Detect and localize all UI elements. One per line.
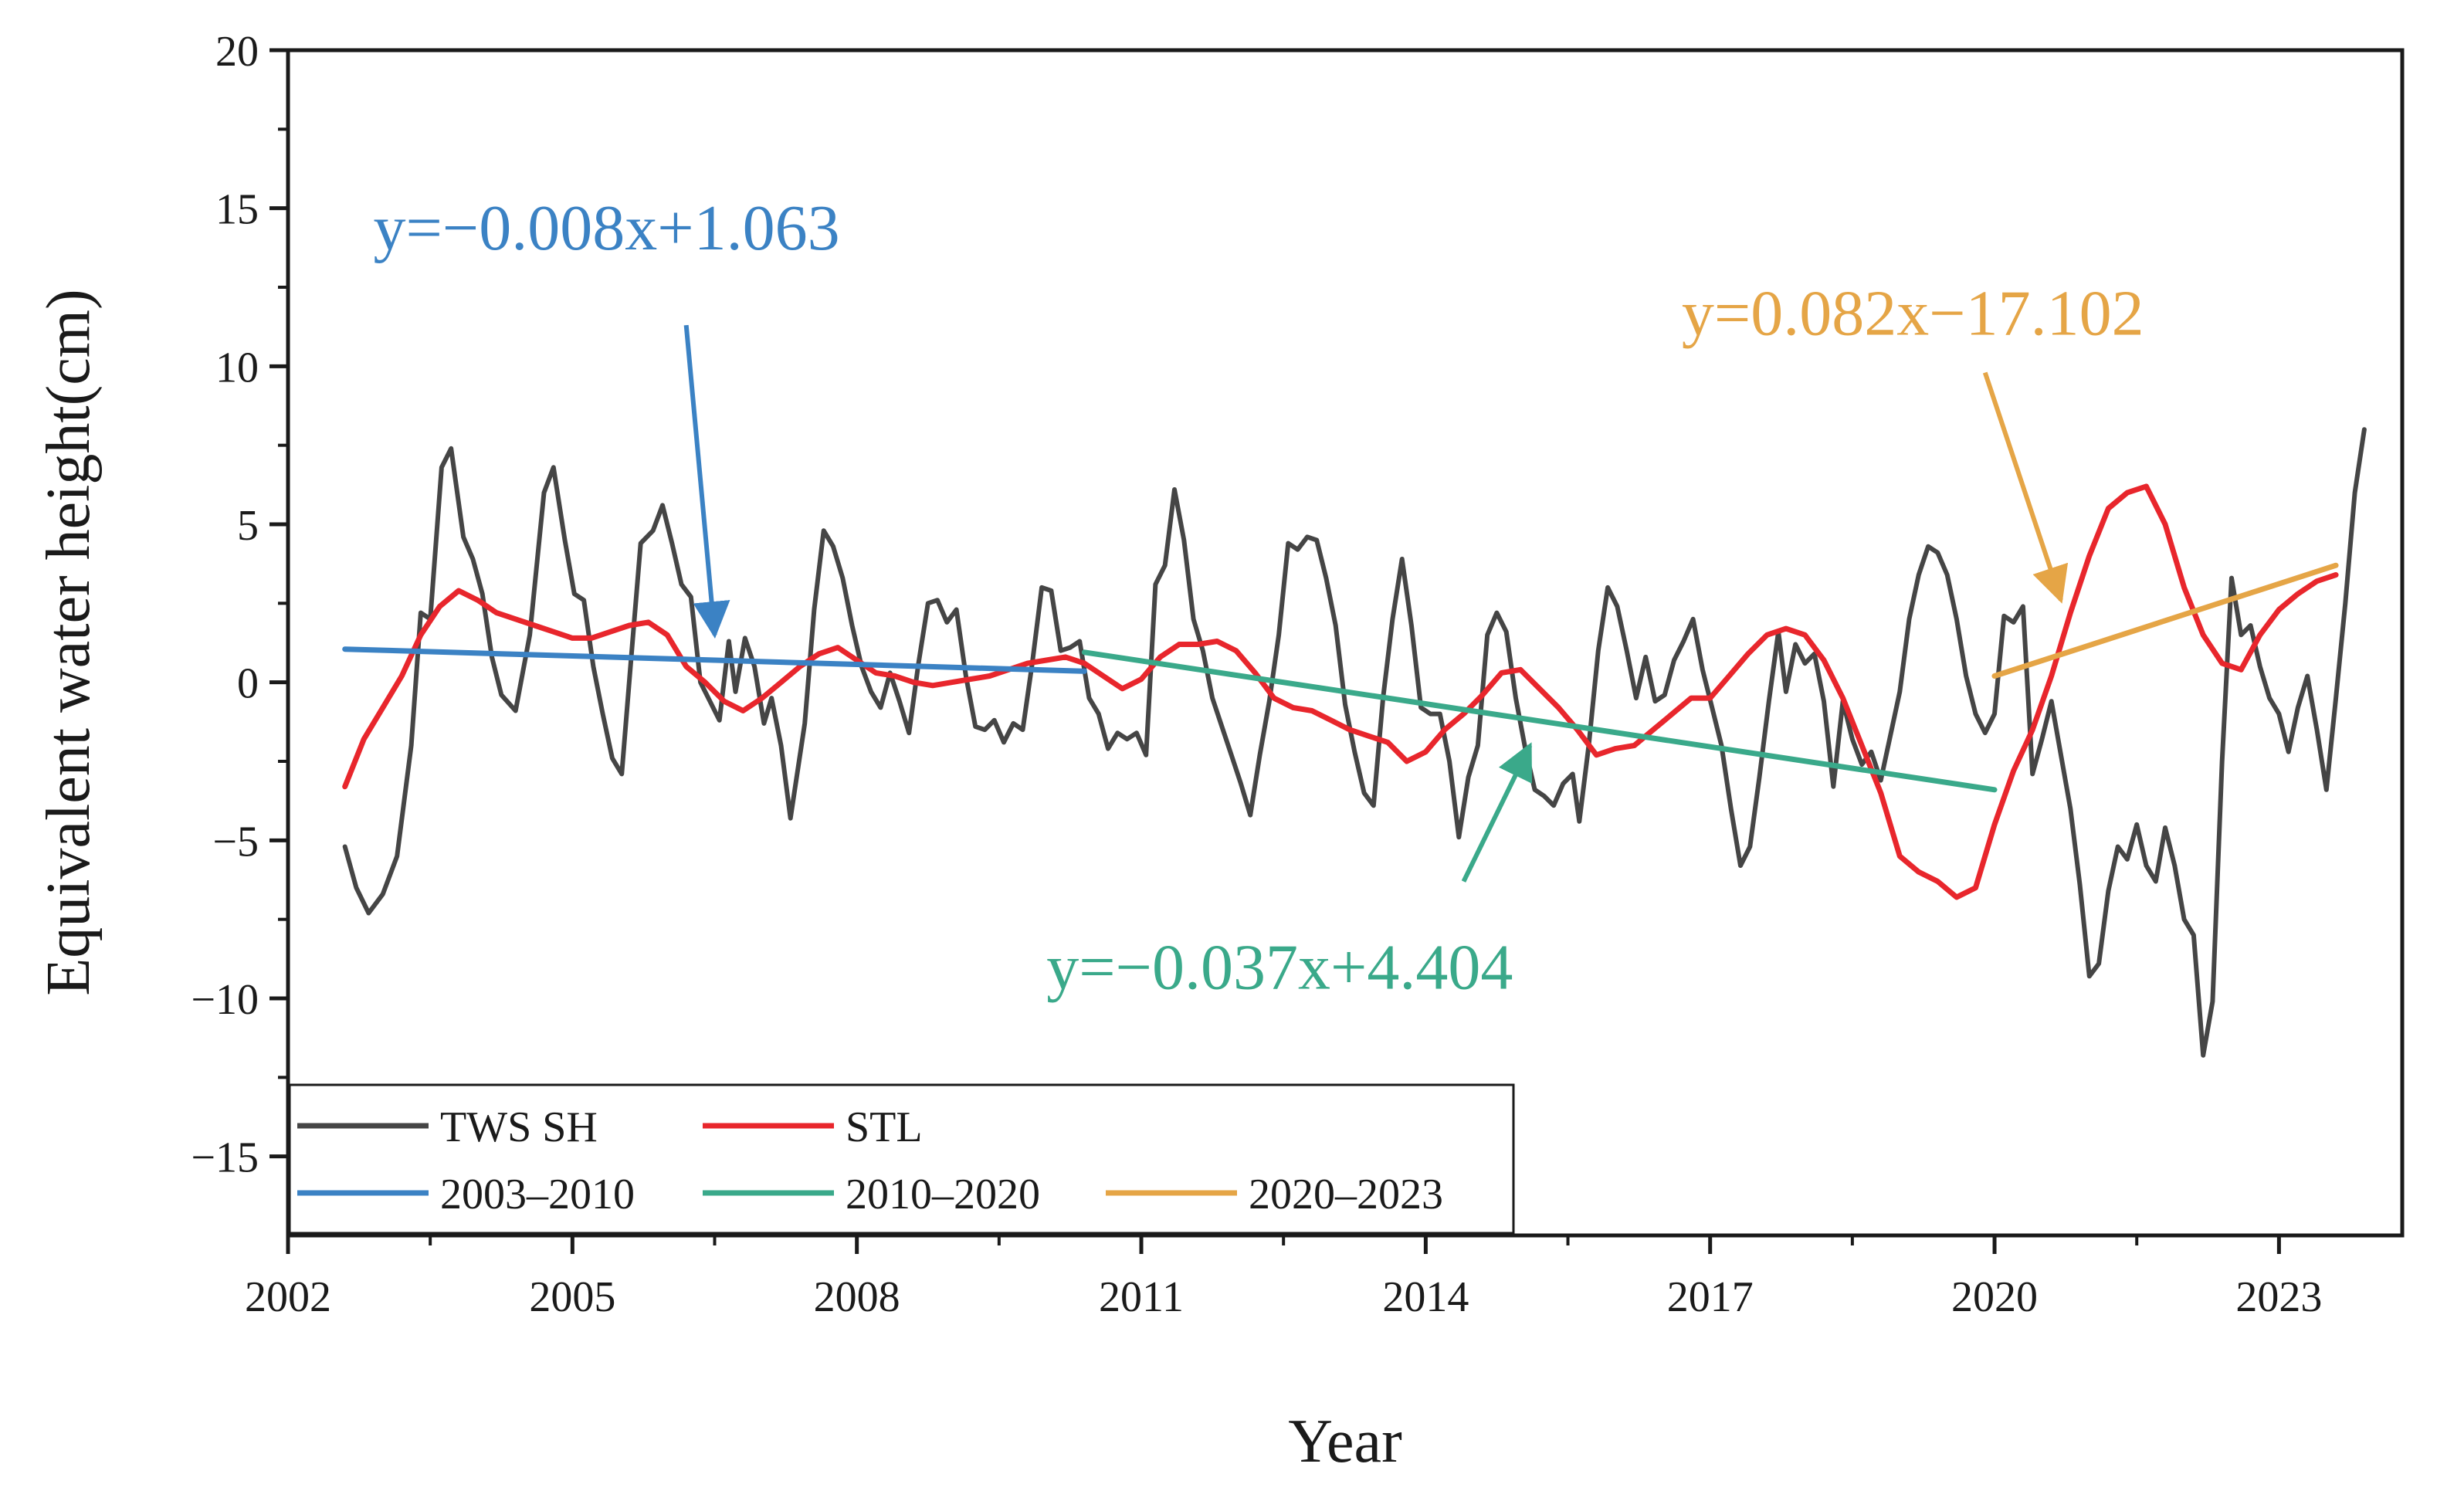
series-line-2010-2020 bbox=[1081, 649, 1998, 793]
legend-label-stl: STL bbox=[846, 1103, 923, 1151]
y-tick-label: −5 bbox=[212, 818, 259, 866]
y-tick-label: 10 bbox=[215, 344, 259, 391]
x-tick-label-2002: 2002 bbox=[245, 1273, 331, 1321]
y-tick-label: 5 bbox=[237, 502, 259, 550]
trend-arrow-2 bbox=[1461, 742, 1533, 883]
axis-layer: 2002 2005 2008 2011 2014 2017 2020 2023−15−10−5… bbox=[191, 28, 2322, 1321]
x-tick-label-2014: 2014 bbox=[1382, 1273, 1469, 1321]
x-tick-label-2008: 2008 bbox=[814, 1273, 900, 1321]
y-tick-label: −10 bbox=[191, 976, 259, 1024]
y-tick-label: 0 bbox=[237, 660, 259, 708]
legend-label-2020-2023: 2020–2023 bbox=[1249, 1171, 1443, 1218]
trend-arrow-3 bbox=[1982, 371, 2069, 604]
legend-label-2003-2010: 2003–2010 bbox=[440, 1171, 635, 1218]
legend-box bbox=[288, 1083, 1515, 1235]
x-tick-label-2017: 2017 bbox=[1667, 1273, 1754, 1321]
annotation-layer: y=−0.008x+1.063 y=−0.037x+4.404 y=0.082x−1… bbox=[374, 192, 2144, 1004]
series-line-2003-2010 bbox=[342, 646, 1087, 674]
series-line-stl bbox=[342, 483, 2339, 900]
series-line-2020-2023 bbox=[1991, 562, 2339, 679]
trend-arrow-1 bbox=[683, 324, 730, 639]
trend-equation-3: y=0.082x−17.102 bbox=[1682, 277, 2144, 349]
legend: TWS SH STL 2003–2010 2010–2020 2020–2023 bbox=[288, 1083, 1515, 1235]
trend-equation-2: y=−0.037x+4.404 bbox=[1046, 932, 1513, 1004]
legend-label-tws-sh: TWS SH bbox=[440, 1103, 598, 1151]
x-tick-label-2023: 2023 bbox=[2235, 1273, 2322, 1321]
y-tick-label: 15 bbox=[215, 186, 259, 234]
plot-frame bbox=[286, 48, 2405, 1238]
y-tick-label: 20 bbox=[215, 28, 259, 76]
x-tick-label-2005: 2005 bbox=[529, 1273, 615, 1321]
legend-label-2010-2020: 2010–2020 bbox=[846, 1171, 1040, 1218]
x-tick-label-2011: 2011 bbox=[1099, 1273, 1184, 1321]
y-tick-label: −15 bbox=[191, 1134, 259, 1182]
x-tick-label-2020: 2020 bbox=[1951, 1273, 2038, 1321]
y-axis-title: Equivalent water height(cm) bbox=[35, 289, 103, 995]
series-line-tws-sh bbox=[342, 427, 2367, 1058]
trend-equation-1: y=−0.008x+1.063 bbox=[374, 192, 840, 264]
x-axis-title: Year bbox=[1288, 1408, 1401, 1476]
series-layer bbox=[342, 427, 2367, 1058]
